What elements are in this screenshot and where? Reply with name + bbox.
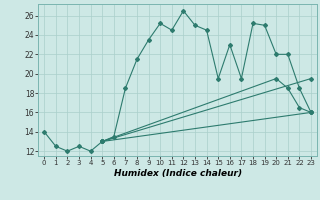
X-axis label: Humidex (Indice chaleur): Humidex (Indice chaleur) xyxy=(114,169,242,178)
